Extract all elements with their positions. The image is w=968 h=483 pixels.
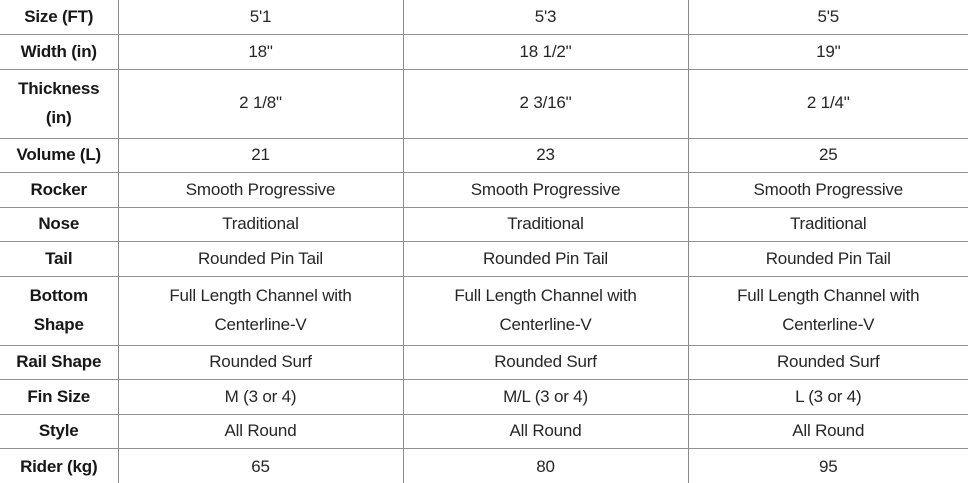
spec-value: Smooth Progressive xyxy=(688,173,968,208)
table-row-thickness: Thickness (in) 2 1/8" 2 3/16" 2 1/4" xyxy=(0,69,968,138)
spec-value: 65 xyxy=(118,449,403,483)
table-row-rocker: Rocker Smooth Progressive Smooth Progres… xyxy=(0,173,968,208)
table-row-rail-shape: Rail Shape Rounded Surf Rounded Surf Rou… xyxy=(0,345,968,380)
spec-label: Tail xyxy=(0,242,118,277)
spec-value: Rounded Surf xyxy=(403,345,688,380)
spec-value: 23 xyxy=(403,138,688,173)
spec-value: Full Length Channel with Centerline-V xyxy=(118,276,403,345)
spec-value: 5'1 xyxy=(118,0,403,35)
spec-label: Style xyxy=(0,414,118,449)
spec-label: Volume (L) xyxy=(0,138,118,173)
spec-label: Thickness (in) xyxy=(0,69,118,138)
spec-label: Width (in) xyxy=(0,35,118,70)
spec-value: Traditional xyxy=(688,207,968,242)
spec-label: Rocker xyxy=(0,173,118,208)
spec-value: L (3 or 4) xyxy=(688,380,968,415)
spec-value: All Round xyxy=(688,414,968,449)
spec-value: Full Length Channel with Centerline-V xyxy=(688,276,968,345)
spec-value: M (3 or 4) xyxy=(118,380,403,415)
table-row-size: Size (FT) 5'1 5'3 5'5 xyxy=(0,0,968,35)
table-row-tail: Tail Rounded Pin Tail Rounded Pin Tail R… xyxy=(0,242,968,277)
spec-value: Rounded Pin Tail xyxy=(688,242,968,277)
spec-value: 25 xyxy=(688,138,968,173)
table-row-volume: Volume (L) 21 23 25 xyxy=(0,138,968,173)
spec-label: Rider (kg) xyxy=(0,449,118,483)
spec-label: Size (FT) xyxy=(0,0,118,35)
spec-value: 18 1/2" xyxy=(403,35,688,70)
spec-value: M/L (3 or 4) xyxy=(403,380,688,415)
spec-value: 2 1/4" xyxy=(688,69,968,138)
table-row-style: Style All Round All Round All Round xyxy=(0,414,968,449)
spec-label: Bottom Shape xyxy=(0,276,118,345)
spec-value: 2 1/8" xyxy=(118,69,403,138)
spec-value: 2 3/16" xyxy=(403,69,688,138)
table-row-nose: Nose Traditional Traditional Traditional xyxy=(0,207,968,242)
table-row-rider: Rider (kg) 65 80 95 xyxy=(0,449,968,483)
spec-label: Rail Shape xyxy=(0,345,118,380)
spec-value: Full Length Channel with Centerline-V xyxy=(403,276,688,345)
spec-value: All Round xyxy=(118,414,403,449)
spec-value: Smooth Progressive xyxy=(403,173,688,208)
spec-value: Traditional xyxy=(403,207,688,242)
spec-label: Nose xyxy=(0,207,118,242)
spec-value: 21 xyxy=(118,138,403,173)
spec-label: Fin Size xyxy=(0,380,118,415)
spec-value: Rounded Pin Tail xyxy=(403,242,688,277)
table-row-fin-size: Fin Size M (3 or 4) M/L (3 or 4) L (3 or… xyxy=(0,380,968,415)
spec-value: Rounded Pin Tail xyxy=(118,242,403,277)
spec-value: 19" xyxy=(688,35,968,70)
spec-value: Rounded Surf xyxy=(118,345,403,380)
spec-value: 5'5 xyxy=(688,0,968,35)
spec-value: All Round xyxy=(403,414,688,449)
spec-value: 5'3 xyxy=(403,0,688,35)
spec-value: Traditional xyxy=(118,207,403,242)
table-row-width: Width (in) 18" 18 1/2" 19" xyxy=(0,35,968,70)
spec-value: 80 xyxy=(403,449,688,483)
spec-value: Smooth Progressive xyxy=(118,173,403,208)
spec-value: 95 xyxy=(688,449,968,483)
table-row-bottom-shape: Bottom Shape Full Length Channel with Ce… xyxy=(0,276,968,345)
spec-value: Rounded Surf xyxy=(688,345,968,380)
spec-value: 18" xyxy=(118,35,403,70)
